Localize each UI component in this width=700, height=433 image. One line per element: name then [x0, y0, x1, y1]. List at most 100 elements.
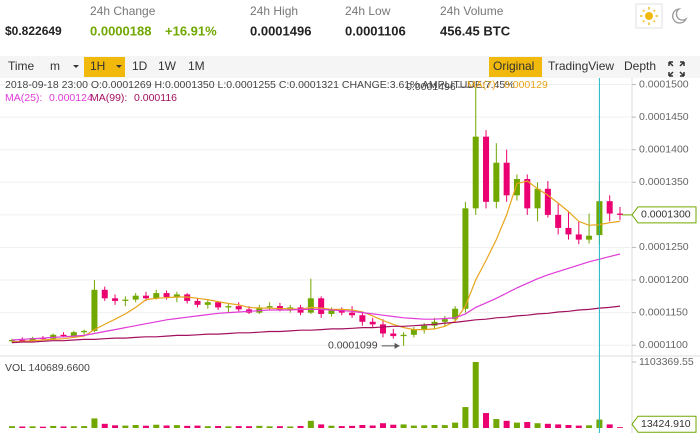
stat-label: 24h Low: [345, 4, 391, 18]
candle-body: [173, 294, 180, 297]
candle-body: [441, 319, 448, 322]
candle-body: [91, 289, 98, 331]
volume-bar: [235, 426, 242, 428]
volume-bar: [101, 423, 108, 428]
volume-bar: [452, 422, 459, 428]
volume-bar: [132, 425, 139, 428]
theme-toggle[interactable]: [635, 3, 688, 29]
volume-bar: [617, 427, 623, 428]
volume-bar: [39, 426, 46, 428]
toolbar-button[interactable]: Depth: [624, 59, 656, 73]
volume-tick-label: 1103369.55: [639, 356, 694, 368]
y-tick-label: 0.0001100: [639, 339, 688, 351]
stat-label: 24h Volume: [440, 4, 504, 18]
candle-body: [369, 321, 376, 325]
ohlc-info: 2018-09-18 23:00 O:0.0001269 H:0.0001350…: [5, 79, 515, 91]
volume-bar: [369, 425, 376, 428]
fullscreen-icon[interactable]: [668, 61, 685, 77]
volume-bar: [215, 425, 222, 428]
candle-body: [225, 306, 232, 308]
last-price-label: 0.0001300: [641, 209, 691, 221]
candle-body: [421, 325, 428, 330]
volume-bar: [225, 426, 232, 428]
ma-legend-name: MA(25):: [5, 92, 42, 104]
volume-bar: [60, 426, 67, 428]
candle-body: [379, 324, 386, 334]
candle-body: [132, 295, 139, 300]
toolbar-button[interactable]: Original: [493, 59, 534, 73]
candle-body: [534, 188, 541, 209]
stat-label: 24h High: [250, 4, 298, 18]
candle-body: [204, 302, 211, 305]
candle-body: [297, 307, 304, 313]
volume-bar: [462, 407, 469, 428]
candle-body: [256, 307, 263, 313]
volume-bar: [534, 423, 541, 428]
toolbar-button[interactable]: 1H: [90, 59, 105, 73]
volume-bar: [256, 425, 263, 428]
volume-bar: [349, 425, 356, 428]
candle-body: [70, 332, 77, 337]
ma-legend-name: MA(7):: [467, 79, 499, 91]
stat-value: 0.0001496: [250, 23, 311, 38]
volume-bar: [493, 419, 500, 428]
toolbar-button[interactable]: 1D: [132, 59, 148, 73]
stat-value: 0.0001106: [345, 23, 406, 38]
stat-value: 0.0000188: [90, 23, 151, 38]
candle-body: [215, 302, 222, 308]
volume-bar: [81, 426, 88, 428]
stat-value: 456.45 BTC: [440, 23, 511, 38]
volume-bar: [122, 425, 129, 428]
active-view[interactable]: [489, 57, 542, 77]
y-tick-label: 0.0001350: [639, 176, 689, 188]
volume-bar: [555, 424, 562, 428]
y-tick-label: 0.0001150: [639, 306, 688, 318]
active-interval[interactable]: [84, 57, 125, 77]
stat-label: 24h Change: [90, 4, 156, 18]
volume-bar: [421, 425, 428, 428]
volume-bar: [472, 362, 479, 428]
volume-bar: [503, 420, 510, 428]
candle-body: [153, 293, 160, 299]
volume-bar: [575, 425, 582, 428]
volume-bar: [400, 424, 407, 428]
volume-bar: [19, 426, 26, 428]
candle-body: [575, 234, 582, 240]
volume-info: VOL 140689.6600: [5, 362, 90, 374]
y-tick-label: 0.0001200: [639, 274, 689, 286]
stat-change: +16.91%: [165, 23, 217, 38]
dropdown-arrow: [73, 65, 79, 68]
candle-body: [142, 295, 149, 299]
ma-legend-name: MA(99):: [90, 92, 127, 104]
plot: [9, 87, 623, 428]
candle-body: [112, 298, 119, 301]
volume-bar: [524, 422, 531, 428]
candle-body: [524, 179, 531, 209]
candle-body: [318, 298, 325, 314]
candle-body: [81, 330, 88, 333]
low-marker-label: 0.0001099: [328, 340, 378, 352]
volume-bar: [483, 413, 490, 428]
candle-body: [184, 294, 191, 301]
volume-bar: [29, 426, 36, 428]
candle-body: [163, 293, 170, 297]
moon-icon[interactable]: [672, 8, 688, 24]
volume-bar: [142, 425, 149, 428]
volume-bar: [246, 426, 253, 428]
volume-bar: [50, 425, 57, 428]
toolbar-button[interactable]: Time: [8, 59, 35, 73]
candle-body: [9, 340, 15, 342]
volume-bar: [431, 425, 438, 428]
volume-bar: [91, 418, 98, 428]
volume-bar: [194, 425, 201, 428]
volume-bar: [70, 426, 77, 428]
usd-price: $0.822649: [5, 24, 62, 38]
toolbar-button[interactable]: TradingView: [548, 59, 614, 73]
candle-body: [431, 321, 438, 326]
toolbar-button[interactable]: m: [50, 59, 60, 73]
toolbar-button[interactable]: 1W: [158, 59, 177, 73]
toolbar-button[interactable]: 1M: [188, 59, 205, 73]
candle-body: [349, 312, 356, 316]
candle-body: [307, 298, 314, 313]
sun-rays: [640, 7, 658, 25]
